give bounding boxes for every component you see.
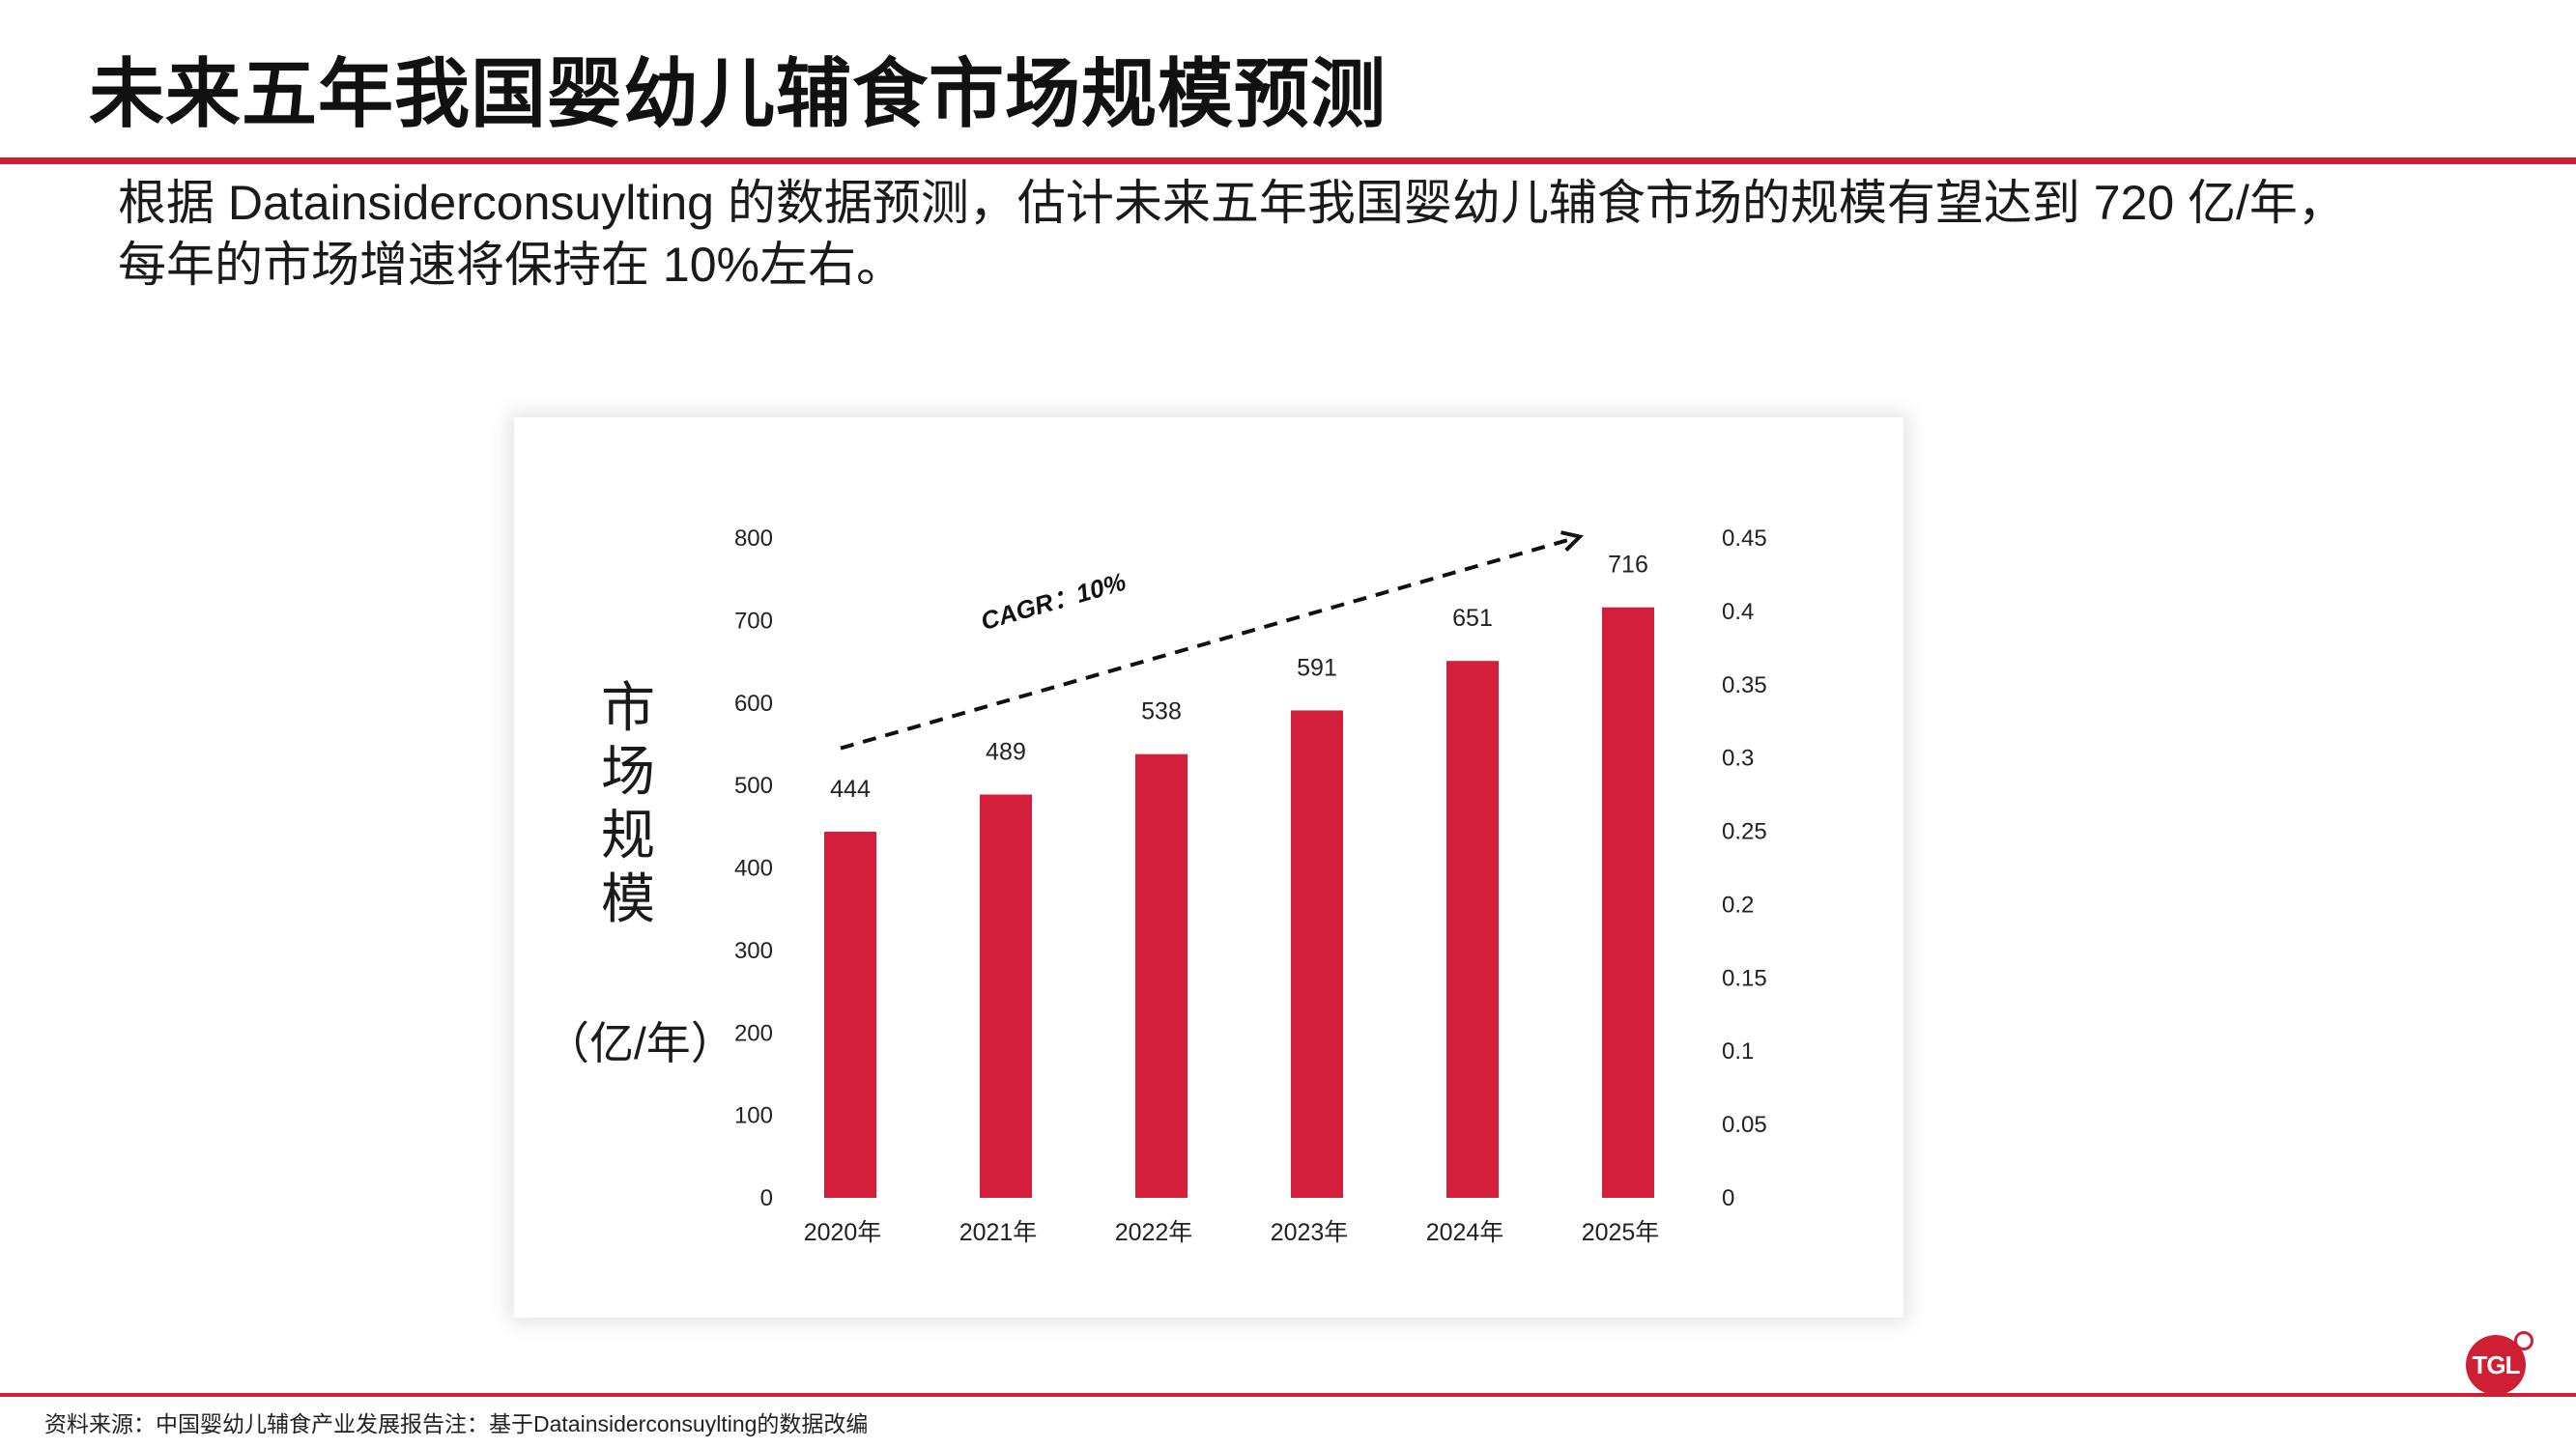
chart-card: 0 100 200 300 400 500 600 700 800 0 0.05 0.1 0.15 0.… [514,417,1903,1318]
y-right-tick-label: 0.35 [1722,672,1767,698]
intro-line-1: 根据 Datainsiderconsuylting 的数据预测，估计未来五年我国… [118,176,2346,230]
source-note: 资料来源：中国婴幼儿辅食产业发展报告注：基于Datainsiderconsuyl… [44,1411,869,1436]
x-axis-ticks: 2020年 2021年 2022年 2023年 2024年 2025年 [804,1219,1660,1246]
y-left-tick-label: 600 [734,691,773,717]
logo-dot [2514,1331,2533,1350]
bar-value-label: 489 [986,739,1026,766]
y-axis-left-ticks: 0 100 200 300 400 500 600 700 800 [734,526,773,1211]
bar [1135,753,1188,1198]
x-tick-label: 2022年 [1115,1219,1193,1246]
x-tick-label: 2024年 [1426,1219,1504,1246]
intro-text: 根据 Datainsiderconsuylting 的数据预测，估计未来五年我国… [118,172,2495,296]
footer-divider [0,1393,2576,1397]
bar-value-label: 716 [1608,552,1648,579]
y-left-tick-label: 800 [734,526,773,552]
y-left-tick-label: 200 [734,1020,773,1046]
bar [1291,710,1343,1198]
y-axis-unit: （亿/年） [545,1018,735,1068]
cagr-arrow-line [840,534,1581,751]
bars-group [824,607,1654,1198]
y-right-tick-label: 0.3 [1722,746,1754,772]
y-right-tick-label: 0 [1722,1185,1734,1211]
x-tick-label: 2023年 [1271,1219,1349,1246]
tgl-logo: TGL [2466,1335,2526,1395]
bar-chart: 0 100 200 300 400 500 600 700 800 0 0.05 0.1 0.15 0.… [734,526,1767,1246]
y-left-tick-label: 0 [760,1185,773,1211]
cagr-arrow-head [1560,530,1585,553]
bar-value-label: 651 [1452,605,1493,632]
x-tick-label: 2025年 [1582,1219,1660,1246]
y-axis-title: 市场规模 [601,677,655,929]
y-left-tick-label: 700 [734,608,773,634]
data-labels-group: 444 489 538 591 651 716 [830,552,1648,803]
y-right-tick-label: 0.1 [1722,1038,1754,1065]
y-left-tick-label: 100 [734,1103,773,1129]
y-left-tick-label: 300 [734,938,773,964]
bar [1602,607,1654,1198]
bar [980,794,1032,1198]
y-right-tick-label: 0.05 [1722,1112,1767,1138]
bar-value-label: 538 [1141,698,1182,725]
y-right-tick-label: 0.2 [1722,892,1754,918]
bar [1446,661,1499,1198]
x-tick-label: 2020年 [804,1219,882,1246]
title-divider [0,157,2576,164]
y-axis-right-ticks: 0 0.05 0.1 0.15 0.2 0.25 0.3 0.35 0.4 0.45 [1722,526,1767,1211]
bar [824,831,876,1198]
x-tick-label: 2021年 [959,1219,1038,1246]
intro-line-2: 每年的市场增速将保持在 10%左右。 [118,238,904,292]
y-right-tick-label: 0.15 [1722,965,1767,991]
slide-title: 未来五年我国婴幼儿辅食市场规模预测 [89,51,1388,136]
y-left-tick-label: 500 [734,773,773,799]
y-right-tick-label: 0.4 [1722,599,1754,625]
bar-value-label: 444 [830,776,871,803]
y-right-tick-label: 0.45 [1722,526,1767,552]
y-left-tick-label: 400 [734,856,773,882]
y-right-tick-label: 0.25 [1722,819,1767,845]
cagr-label: CAGR：10% [978,567,1130,636]
bar-value-label: 591 [1297,654,1337,681]
